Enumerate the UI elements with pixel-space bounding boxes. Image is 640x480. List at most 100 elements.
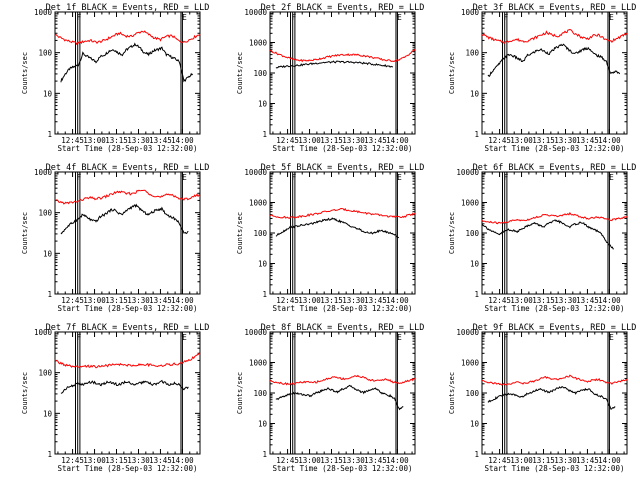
y-tick-label: 10 — [43, 89, 53, 98]
x-axis-label: Start Time (28-Sep-03 12:32:00) — [58, 464, 198, 473]
x-tick-label: 14:00 — [171, 456, 194, 465]
time-marker-label: F — [292, 333, 297, 342]
x-axis-label: Start Time (28-Sep-03 12:32:00) — [485, 144, 625, 153]
lld-rate-line — [269, 49, 416, 63]
y-axis-label: Counts/sec — [448, 372, 456, 414]
events-rate-line — [487, 386, 616, 410]
y-tick-label: 100 — [253, 229, 267, 238]
y-tick-label: 10000 — [456, 168, 479, 177]
x-tick-label: 13:45 — [576, 136, 599, 145]
time-marker-label: E — [397, 13, 402, 22]
time-marker-label: E — [609, 13, 614, 22]
x-tick-label: 13:00 — [298, 296, 321, 305]
x-tick-label: 13:00 — [83, 296, 106, 305]
x-tick-label: 13:00 — [298, 136, 321, 145]
x-tick-label: 12:45 — [61, 136, 84, 145]
y-tick-label: 100 — [465, 389, 479, 398]
x-tick-label: 14:00 — [598, 296, 621, 305]
x-tick-label: 13:45 — [576, 296, 599, 305]
detector-panel-5: Det 5f BLACK = Events, RED = LLD 1 10 100 10… — [236, 163, 424, 313]
x-tick-label: 13:15 — [105, 136, 128, 145]
y-tick-label: 10 — [258, 260, 268, 269]
panel-title: Det 6f BLACK = Events, RED = LLD — [473, 163, 637, 173]
panel-title: Det 1f BLACK = Events, RED = LLD — [46, 3, 210, 13]
panel-title: Det 3f BLACK = Events, RED = LLD — [473, 3, 637, 13]
x-tick-label: 13:30 — [554, 456, 577, 465]
plot-frame — [54, 11, 201, 135]
y-tick-label: 1000 — [34, 168, 53, 177]
time-marker-label: E — [609, 333, 614, 342]
events-rate-line — [275, 384, 404, 411]
lld-rate-line — [481, 374, 628, 386]
events-rate-line — [275, 60, 394, 69]
time-marker-label: E — [609, 173, 614, 182]
lld-rate-line — [481, 211, 628, 225]
x-axis-label: Start Time (28-Sep-03 12:32:00) — [273, 144, 413, 153]
x-tick-label: 13:15 — [105, 456, 128, 465]
y-tick-label: 100 — [465, 49, 479, 58]
y-tick-label: 1 — [262, 290, 267, 299]
detector-panel-9: Det 9f BLACK = Events, RED = LLD 1 10 100 10… — [448, 323, 636, 473]
x-tick-label: 13:45 — [149, 456, 172, 465]
y-tick-label: 100 — [465, 229, 479, 238]
x-axis-label: Start Time (28-Sep-03 12:32:00) — [58, 144, 198, 153]
y-tick-label: 10000 — [456, 328, 479, 337]
x-tick-label: 14:00 — [386, 296, 409, 305]
lld-rate-line — [54, 189, 201, 205]
y-axis-label: Counts/sec — [236, 212, 244, 254]
x-axis-label: Start Time (28-Sep-03 12:32:00) — [485, 304, 625, 313]
y-tick-label: 10 — [43, 409, 53, 418]
panel-title: Det 7f BLACK = Events, RED = LLD — [46, 323, 210, 333]
y-tick-label: 1 — [47, 290, 52, 299]
y-tick-label: 10 — [258, 100, 268, 109]
lld-rate-line — [269, 374, 416, 386]
events-rate-line — [60, 42, 194, 83]
plot-frame — [269, 171, 416, 295]
x-tick-label: 13:00 — [83, 456, 106, 465]
x-tick-label: 13:45 — [576, 456, 599, 465]
lld-rate-line — [481, 28, 628, 44]
lld-rate-line — [269, 207, 416, 219]
y-tick-label: 100 — [38, 49, 52, 58]
y-tick-label: 100 — [253, 69, 267, 78]
plot-frame — [54, 331, 201, 455]
y-tick-label: 10 — [43, 249, 53, 258]
x-tick-label: 13:30 — [554, 136, 577, 145]
y-axis-label: Counts/sec — [21, 212, 29, 254]
y-axis-label: Counts/sec — [21, 52, 29, 94]
panel-title: Det 8f BLACK = Events, RED = LLD — [261, 323, 425, 333]
x-tick-label: 14:00 — [386, 136, 409, 145]
y-tick-label: 10 — [470, 89, 480, 98]
lld-rate-line — [54, 30, 201, 46]
x-tick-label: 13:15 — [532, 296, 555, 305]
x-tick-label: 13:45 — [364, 456, 387, 465]
x-tick-label: 13:45 — [149, 296, 172, 305]
time-marker-label: F — [77, 333, 82, 342]
x-axis-label: Start Time (28-Sep-03 12:32:00) — [273, 304, 413, 313]
x-tick-label: 13:45 — [149, 136, 172, 145]
time-marker-label: F — [292, 173, 297, 182]
x-tick-label: 14:00 — [171, 296, 194, 305]
x-tick-label: 14:00 — [171, 136, 194, 145]
x-tick-label: 13:45 — [364, 296, 387, 305]
time-marker-label: F — [504, 173, 509, 182]
time-marker-label: F — [504, 333, 509, 342]
x-tick-label: 13:15 — [105, 296, 128, 305]
events-rate-line — [481, 219, 614, 250]
x-tick-label: 12:45 — [276, 456, 299, 465]
panel-title: Det 4f BLACK = Events, RED = LLD — [46, 163, 210, 173]
x-tick-label: 12:45 — [61, 296, 84, 305]
plot-frame — [54, 171, 201, 295]
x-tick-label: 14:00 — [598, 456, 621, 465]
detector-panel-1: Det 1f BLACK = Events, RED = LLD 1 10 100 10… — [21, 3, 209, 153]
y-tick-label: 1000 — [461, 8, 480, 17]
plot-frame — [269, 331, 416, 455]
x-tick-label: 14:00 — [386, 456, 409, 465]
x-tick-label: 13:15 — [320, 136, 343, 145]
x-tick-label: 13:15 — [320, 296, 343, 305]
x-tick-label: 13:45 — [364, 136, 387, 145]
x-axis-label: Start Time (28-Sep-03 12:32:00) — [485, 464, 625, 473]
y-tick-label: 10000 — [244, 8, 267, 17]
time-marker-label: F — [77, 173, 82, 182]
